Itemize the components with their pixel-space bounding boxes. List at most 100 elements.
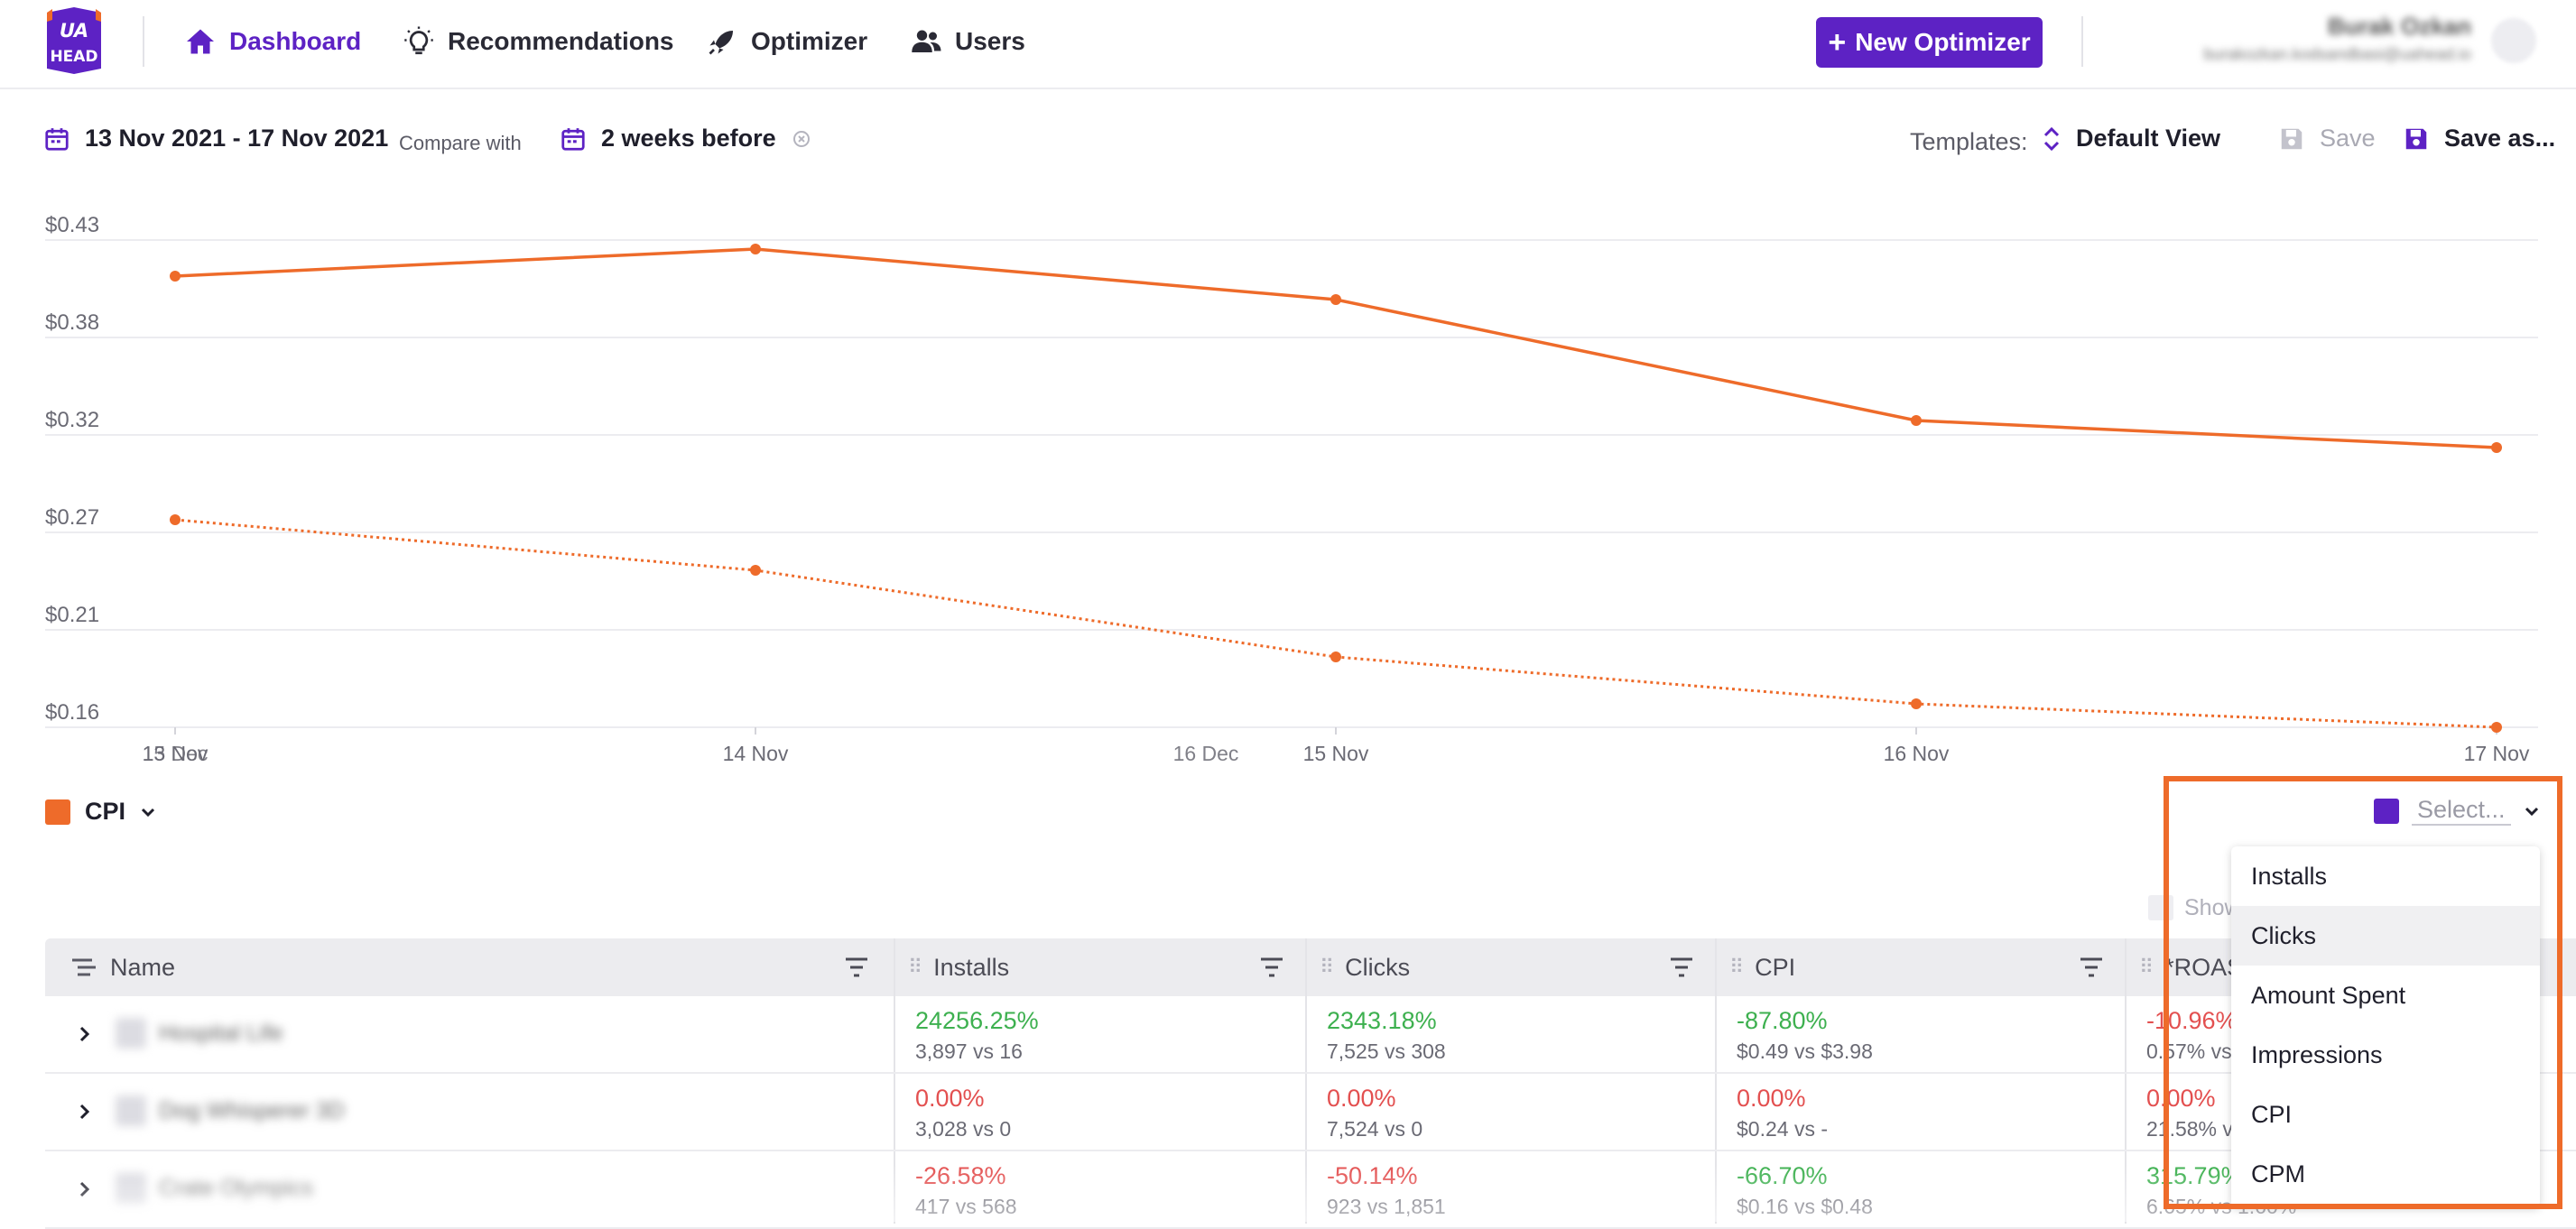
secondary-metric-placeholder[interactable]: Select... — [2412, 796, 2511, 826]
drag-handle-icon[interactable]: ⠿ — [2139, 956, 2154, 978]
secondary-metric-swatch — [2374, 798, 2399, 824]
column-header-cpi[interactable]: ⠿ CPI — [1729, 938, 1795, 996]
chevron-right-icon[interactable] — [74, 1177, 96, 1202]
column-separator — [1305, 938, 1307, 1224]
filter-icon[interactable] — [1670, 956, 1693, 978]
column-header-clicks[interactable]: ⠿ Clicks — [1320, 938, 1410, 996]
roas-change: -10.96% — [2146, 1007, 2238, 1034]
current-period-point — [750, 244, 761, 254]
filter-icon[interactable] — [845, 956, 868, 978]
nav-recommendations-label: Recommendations — [448, 27, 674, 55]
current-period-point — [1330, 294, 1341, 305]
installs-compare: 417 vs 568 — [915, 1195, 1017, 1218]
uahead-logo[interactable]: UA HEAD — [43, 7, 105, 74]
dropdown-option-amount-spent[interactable]: Amount Spent — [2251, 981, 2406, 1009]
campaign-name[interactable]: Hospital Life — [116, 1018, 283, 1049]
drag-handle-icon[interactable]: ⠿ — [1729, 956, 1744, 978]
save-as-button[interactable]: Save as... — [2403, 125, 2555, 152]
compare-period-point — [1911, 698, 1922, 709]
compare-period-line — [174, 518, 2497, 729]
new-optimizer-button[interactable]: + New Optimizer — [1816, 17, 2043, 68]
filter-icon[interactable] — [2080, 956, 2103, 978]
x-compare-tick-label: 15 Dec — [143, 742, 208, 765]
column-header-name[interactable]: Name — [70, 938, 175, 996]
compare-period-point — [1330, 651, 1341, 662]
user-email: burakozkan.kodsandbasi@uahead.io — [2203, 45, 2471, 63]
primary-metric-swatch — [45, 799, 70, 825]
current-period-point — [2491, 442, 2502, 453]
installs-change: 0.00% — [915, 1085, 985, 1112]
primary-metric-select[interactable]: CPI — [45, 798, 156, 826]
users-icon — [912, 30, 941, 52]
compare-period-point — [170, 514, 181, 525]
drag-handle-icon[interactable]: ⠿ — [908, 956, 922, 978]
svg-text:UA: UA — [60, 20, 88, 42]
date-range-picker[interactable]: 13 Nov 2021 - 17 Nov 2021 — [43, 125, 388, 152]
column-installs-label: Installs — [933, 953, 1010, 981]
clicks-compare: 7,524 vs 0 — [1327, 1117, 1423, 1141]
drag-handle-icon[interactable]: ⠿ — [1320, 956, 1334, 978]
nav-dashboard[interactable]: Dashboard — [184, 22, 361, 61]
table-row[interactable]: Crate Olympics -26.58% 417 vs 568 -50.14%… — [45, 1151, 2576, 1229]
calendar-icon — [561, 127, 585, 151]
save-as-label: Save as... — [2444, 125, 2556, 152]
column-roas-label: *ROAS — [2164, 953, 2244, 981]
compare-with-label: Compare with — [399, 132, 522, 154]
y-tick-label: $0.43 — [45, 213, 99, 237]
table-header: Name ⠿ Installs ⠿ Clicks ⠿ CPI ⠿ *ROAS — [45, 938, 2576, 996]
cpi-change: -87.80% — [1737, 1007, 1828, 1034]
cpi-line-chart: $0.43 $0.38 $0.32 $0.27 $0.21 $0.16 13 Nov 14 N… — [45, 213, 2538, 765]
clicks-change: -50.14% — [1327, 1162, 1418, 1189]
installs-change: -26.58% — [915, 1162, 1006, 1189]
rocket-icon — [709, 31, 733, 55]
clear-icon[interactable] — [792, 130, 811, 148]
campaign-name-label: Dog Whisperer 3D — [159, 1097, 345, 1123]
calendar-icon — [45, 127, 69, 151]
compare-period-label: 2 weeks before — [601, 125, 776, 152]
nav-optimizer[interactable]: Optimizer — [706, 22, 867, 61]
campaign-name[interactable]: Crate Olympics — [116, 1173, 313, 1204]
nav-users[interactable]: Users — [910, 22, 1025, 61]
dropdown-option-clicks[interactable]: Clicks — [2231, 906, 2540, 966]
filter-icon[interactable] — [1260, 956, 1283, 978]
chevron-right-icon[interactable] — [74, 1099, 96, 1124]
table-row[interactable]: Dog Whisperer 3D 0.00% 3,028 vs 0 0.00% 7,… — [45, 1074, 2576, 1151]
installs-compare: 3,897 vs 16 — [915, 1040, 1023, 1063]
chevron-down-icon — [141, 808, 155, 817]
x-tick-label: 16 Nov — [1884, 742, 1950, 765]
y-tick-label: $0.27 — [45, 505, 99, 530]
compare-period-point — [2491, 722, 2502, 733]
installs-change: 24256.25% — [915, 1007, 1039, 1034]
user-name[interactable]: Burak Ozkan — [2328, 13, 2471, 40]
campaign-name-label: Hospital Life — [159, 1020, 283, 1046]
x-tick-label: 15 Nov — [1303, 742, 1369, 765]
current-period-point — [170, 271, 181, 282]
templates-select[interactable]: Default View — [2042, 125, 2220, 152]
y-tick-label: $0.32 — [45, 408, 99, 432]
primary-metric-label: CPI — [85, 798, 126, 825]
cpi-cell: -66.70% $0.16 vs $0.48 — [1737, 1162, 1873, 1219]
installs-cell: 24256.25% 3,897 vs 16 — [915, 1007, 1039, 1064]
plus-icon: + — [1828, 25, 1847, 60]
dropdown-option-cpi[interactable]: CPI — [2251, 1100, 2293, 1128]
templates-label: Templates: — [1910, 128, 2028, 155]
chevron-right-icon[interactable] — [74, 1021, 96, 1047]
nav-recommendations[interactable]: Recommendations — [403, 22, 674, 61]
home-icon — [187, 29, 214, 54]
installs-compare: 3,028 vs 0 — [915, 1117, 1012, 1141]
clicks-compare: 923 vs 1,851 — [1327, 1195, 1446, 1218]
table-row[interactable]: Hospital Life 24256.25% 3,897 vs 16 2343.… — [45, 996, 2576, 1074]
cpi-change: 0.00% — [1737, 1085, 1806, 1112]
column-header-roas[interactable]: ⠿ *ROAS — [2139, 938, 2243, 996]
roas-change: 0.00% — [2146, 1085, 2216, 1112]
top-navigation: UA HEAD Dashboard Recommendations Optimi… — [0, 0, 2576, 89]
secondary-metric-select[interactable]: Select... — [2374, 796, 2540, 826]
campaign-name[interactable]: Dog Whisperer 3D — [116, 1095, 345, 1126]
dropdown-option-cpm[interactable]: CPM — [2251, 1160, 2305, 1187]
compare-period-picker[interactable]: 2 weeks before — [560, 125, 811, 152]
avatar[interactable] — [2491, 18, 2536, 63]
save-button[interactable]: Save — [2278, 125, 2376, 152]
column-header-installs[interactable]: ⠿ Installs — [908, 938, 1009, 996]
dropdown-option-impressions[interactable]: Impressions — [2251, 1040, 2383, 1068]
dropdown-option-installs[interactable]: Installs — [2251, 862, 2328, 890]
